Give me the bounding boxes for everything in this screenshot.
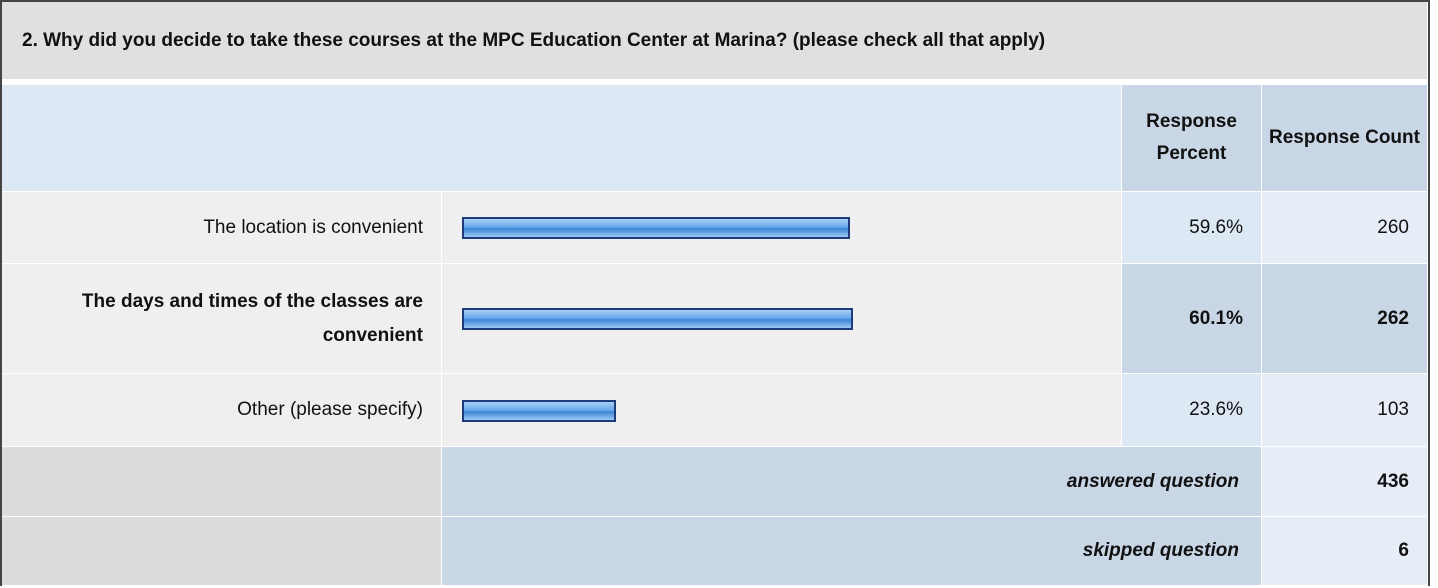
response-percent: 23.6% [1122,374,1262,447]
row-label: The location is convenient [2,192,442,264]
row-label: Other (please specify) [2,374,442,447]
row-label: The days and times of the classes are co… [2,264,442,374]
question-title: 2. Why did you decide to take these cour… [2,2,1428,82]
header-count: Response Count [1262,85,1428,192]
summary-label: answered question [442,447,1262,517]
bar [462,217,850,239]
bar [462,399,616,422]
summary-blank [2,447,442,517]
header-percent: Response Percent [1122,85,1262,192]
summary-label: skipped question [442,517,1262,586]
response-percent: 59.6% [1122,192,1262,264]
bar [462,308,854,330]
summary-count: 6 [1262,517,1428,586]
header-blank [2,85,1122,192]
response-count: 103 [1262,374,1428,447]
response-count: 262 [1262,264,1428,374]
summary-blank [2,517,442,586]
response-percent: 60.1% [1122,264,1262,374]
summary-count: 436 [1262,447,1428,517]
response-count: 260 [1262,192,1428,264]
